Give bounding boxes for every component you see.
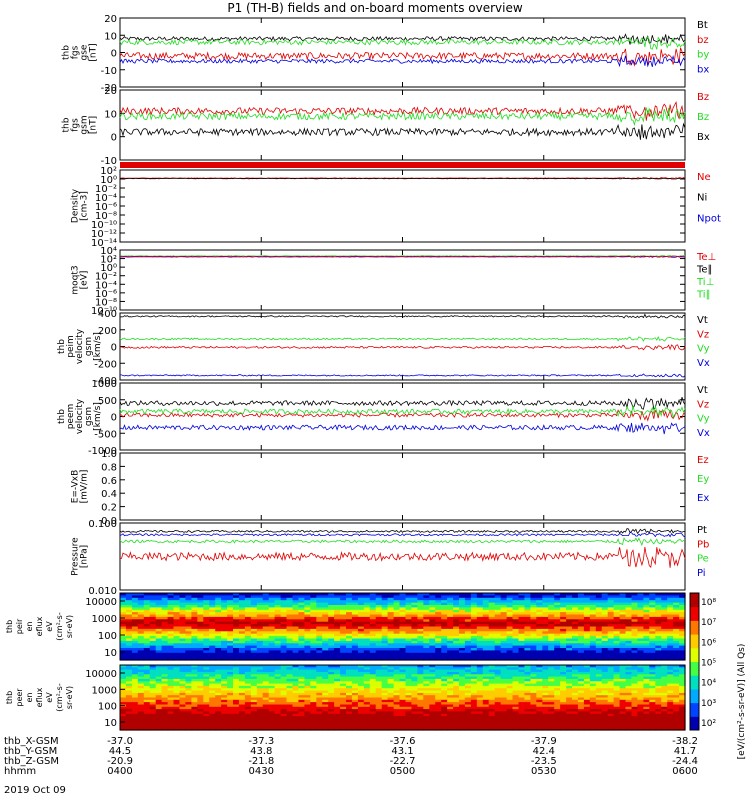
legend-entry: Ey bbox=[697, 474, 709, 485]
legend-entry: Pb bbox=[697, 539, 709, 550]
legend-entry: Ni bbox=[697, 193, 707, 204]
legend-entry: Vt bbox=[697, 315, 708, 326]
legend-entry: Te∥ bbox=[696, 265, 713, 276]
y-tick-label: 400 bbox=[98, 309, 117, 320]
series-Bz bbox=[120, 102, 685, 120]
legend-entry: Npot bbox=[697, 213, 721, 224]
legend-entry: Ez bbox=[697, 455, 709, 466]
legend-entry: Vz bbox=[697, 329, 709, 340]
legend-entry: Bt bbox=[697, 20, 708, 31]
y-tick-label: 1000 bbox=[92, 614, 117, 625]
y-tick-label: 10 bbox=[104, 648, 117, 659]
y-axis-label: [nPa] bbox=[80, 545, 90, 568]
y-axis-label: [eV] bbox=[80, 271, 90, 290]
series-Vy bbox=[120, 337, 685, 341]
panel-frame bbox=[120, 90, 685, 160]
y-tick-label: 0.8 bbox=[101, 462, 117, 473]
series-bx bbox=[120, 56, 685, 67]
y-tick-label: -10 bbox=[101, 66, 117, 77]
y-axis-label: [cm-3] bbox=[80, 191, 90, 221]
legend-entry: Ti∥ bbox=[696, 290, 711, 301]
y-axis-label: sr-eV) bbox=[65, 615, 74, 638]
series-Vt bbox=[120, 397, 685, 409]
legend-entry: Ne bbox=[697, 172, 711, 183]
panel-frame bbox=[120, 250, 685, 310]
legend-entry: Pe bbox=[697, 554, 709, 565]
y-tick-label: 1000 bbox=[92, 379, 117, 390]
legend-entry: bz bbox=[697, 35, 709, 46]
y-tick-label: 0 bbox=[111, 343, 117, 354]
series-Vz bbox=[120, 345, 685, 350]
y-tick-label: 0 bbox=[111, 413, 117, 424]
y-axis-label: [nT] bbox=[89, 116, 99, 134]
panel-temperature: 10⁴10²10⁰10⁻²10⁻⁴10⁻⁶10⁻⁸10⁻¹⁰moqt3[eV]T… bbox=[71, 246, 717, 317]
y-tick-label: 0 bbox=[111, 49, 117, 60]
series-Pi bbox=[120, 533, 685, 538]
series-Bx bbox=[120, 124, 685, 140]
y-tick-label: 20 bbox=[104, 86, 117, 97]
legend-entry: Ex bbox=[697, 493, 709, 504]
legend-entry: Te⊥ bbox=[696, 252, 716, 263]
y-tick-label: 10 bbox=[104, 31, 117, 42]
series-Pb bbox=[120, 547, 685, 568]
legend-entry: by bbox=[697, 50, 709, 61]
y-tick-label: 0 bbox=[111, 133, 117, 144]
y-tick-label: 10000 bbox=[85, 597, 117, 608]
y-axis-label: eV bbox=[45, 621, 54, 632]
series-Vz bbox=[120, 410, 685, 421]
legend-entry: Pi bbox=[697, 568, 706, 579]
legend-entry: Vx bbox=[697, 428, 710, 439]
plot-title: P1 (TH-B) fields and on-board moments ov… bbox=[0, 1, 750, 15]
quality-flag-bar bbox=[120, 162, 685, 168]
legend-entry: Ti⊥ bbox=[696, 277, 714, 288]
y-axis-label: eflux bbox=[35, 616, 44, 636]
legend-entry: Vz bbox=[697, 399, 709, 410]
y-axis-label: [nT] bbox=[89, 43, 99, 61]
y-axis-label: (cm²-s- bbox=[55, 612, 64, 641]
legend-entry: bx bbox=[697, 64, 709, 75]
y-tick-label: 1.0 bbox=[101, 449, 117, 460]
y-axis-label: [km/s] bbox=[93, 402, 103, 431]
panel-frame bbox=[120, 170, 685, 242]
y-axis-label: peir bbox=[15, 618, 24, 634]
series-Pe bbox=[120, 538, 685, 545]
legend-entry: Vx bbox=[697, 358, 710, 369]
y-tick-label: 0.4 bbox=[101, 489, 117, 500]
legend-entry: Bz bbox=[697, 92, 709, 103]
panel-frame bbox=[120, 453, 685, 520]
series-Vx bbox=[120, 423, 685, 434]
y-axis-label: [mV/m] bbox=[80, 470, 90, 504]
y-axis-label: en bbox=[25, 622, 34, 632]
legend-entry: Vy bbox=[697, 414, 710, 425]
series-Pt bbox=[120, 529, 685, 534]
legend-entry: Vy bbox=[697, 344, 710, 355]
y-tick-label: 100 bbox=[98, 631, 117, 642]
legend-entry: Vt bbox=[697, 385, 708, 396]
panel-density: 10²10⁰10⁻²10⁻⁴10⁻⁶10⁻⁸10⁻¹⁰10⁻¹²10⁻¹⁴Den… bbox=[71, 166, 721, 249]
y-tick-label: 10 bbox=[104, 109, 117, 120]
legend-entry: Pt bbox=[697, 525, 707, 536]
y-tick-label: 20 bbox=[104, 14, 117, 25]
y-tick-label: 0.100 bbox=[88, 519, 117, 530]
y-axis-label: [km/s] bbox=[93, 332, 103, 361]
y-tick-label: 0.010 bbox=[88, 586, 117, 597]
legend-entry: Bx bbox=[697, 132, 710, 143]
y-tick-label: 0.2 bbox=[101, 503, 117, 514]
y-tick-label: 0.6 bbox=[101, 476, 117, 487]
y-axis-label: thb bbox=[5, 620, 14, 633]
panel-frame bbox=[120, 18, 685, 87]
legend-entry: Bz bbox=[697, 112, 709, 123]
